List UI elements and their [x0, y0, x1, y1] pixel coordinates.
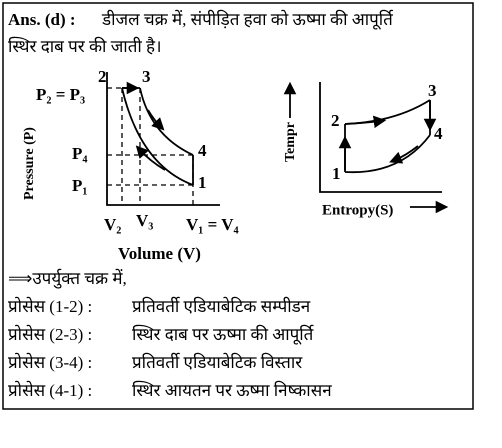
conclusion-intro: ⟹उपर्युक्त चक्र में,	[8, 268, 127, 289]
x-axis-label: Volume (V)	[118, 244, 201, 263]
arrow	[147, 109, 165, 131]
process-description: स्थिर आयतन पर ऊष्मा निष्कासन	[132, 380, 332, 400]
arrow	[135, 145, 166, 171]
answer-label: Ans. (d) :	[8, 10, 76, 29]
pressure-label: P₁	[72, 176, 87, 195]
volume-label: V₂	[104, 215, 121, 234]
answer-text: डीजल चक्र में, संपीड़ित हवा को ऊष्मा की …	[101, 9, 394, 30]
process-line	[344, 134, 431, 174]
process-description: प्रतिवर्ती एडियाबेटिक विस्तार	[132, 352, 303, 372]
process-line	[139, 87, 194, 156]
process-name: प्रोसेस (4-1) :	[8, 380, 92, 400]
answer-text: स्थिर दाब पर की जाती है।	[8, 36, 162, 56]
volume-label: V₁ = V₄	[186, 215, 239, 234]
volume-label: V₃	[136, 211, 153, 230]
process-line	[121, 87, 194, 186]
axes	[106, 72, 220, 206]
point-label: 3	[142, 67, 151, 86]
process-description: स्थिर दाब पर ऊष्मा की आपूर्ति	[132, 324, 314, 345]
arrow	[344, 115, 387, 129]
process-name: प्रोसेस (3-4) :	[8, 352, 92, 372]
y-axis-label: Tempr	[283, 122, 298, 162]
pressure-label: P₄	[72, 144, 87, 163]
process-line	[344, 99, 431, 125]
x-axis-label: Entropy(S)	[322, 202, 393, 218]
y-axis-label: Pressure (P)	[22, 127, 37, 200]
pressure-label: P₂ = P₃	[36, 85, 85, 104]
process-name: प्रोसेस (2-3) :	[8, 324, 92, 344]
point-label: 2	[98, 67, 107, 86]
process-description: प्रतिवर्ती एडियाबेटिक सम्पीडन	[132, 296, 311, 316]
point-label: 4	[434, 124, 443, 143]
point-label: 1	[332, 164, 341, 183]
guides	[107, 87, 194, 205]
arrow	[389, 145, 419, 164]
ts-diagram: 1 2 3 4 Entropy(S) Tempr	[283, 81, 449, 218]
pv-diagram: P₂ = P₃ P₄ P₁ 2 3 4 1 V₂ V₃ V₁ = V₄ Volu…	[22, 67, 238, 263]
frame	[2, 2, 474, 410]
process-name: प्रोसेस (1-2) :	[8, 296, 92, 316]
process-list: प्रोसेस (1-2) : प्रतिवर्ती एडियाबेटिक सम्…	[8, 296, 332, 400]
point-label: 4	[198, 141, 207, 160]
axes	[319, 82, 442, 193]
point-label: 1	[198, 173, 207, 192]
point-label: 3	[428, 81, 437, 100]
point-label: 2	[331, 111, 340, 130]
